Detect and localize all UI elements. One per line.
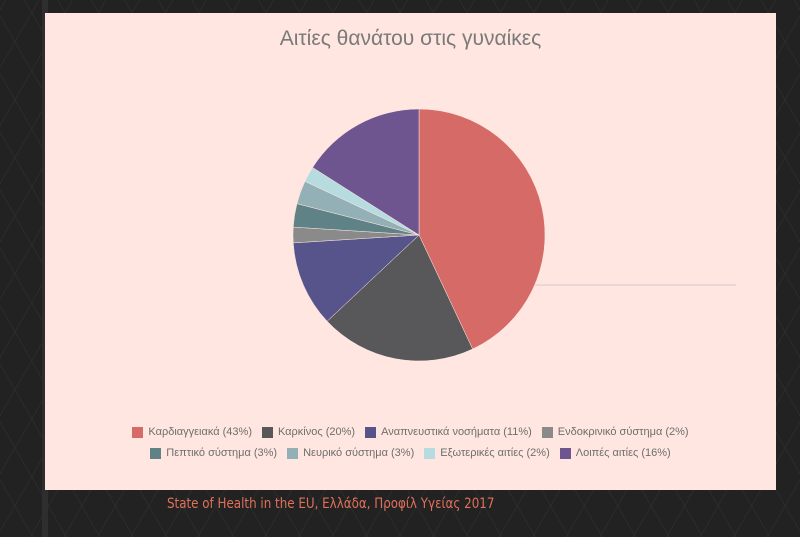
legend-item[interactable]: Καρκίνος (20%) — [261, 426, 356, 438]
source-caption: State of Health in the EU, Ελλάδα, Προφί… — [167, 496, 495, 512]
legend-swatch — [132, 426, 144, 438]
legend-item[interactable]: Καρδιαγγειακά (43%) — [132, 426, 252, 438]
legend-swatch — [261, 426, 273, 438]
legend-swatch — [424, 447, 436, 459]
legend-row-1: Καρδιαγγειακά (43%) Καρκίνος (20%) Αναπνευ… — [45, 426, 776, 438]
legend-label: Νευρικό σύστημα (3%) — [303, 447, 415, 459]
legend-item[interactable]: Πεπτικό σύστημα (3%) — [150, 447, 277, 459]
legend-label: Αναπνευστικά νοσήματα (11%) — [381, 426, 532, 438]
legend-label: Καρκίνος (20%) — [277, 426, 356, 438]
legend-label: Ενδοκρινικό σύστημα (2%) — [557, 426, 689, 438]
legend-swatch — [287, 447, 299, 459]
legend-label: Λοιπές αιτίες (16%) — [575, 447, 671, 459]
legend-item[interactable]: Νευρικό σύστημα (3%) — [287, 447, 414, 459]
legend-item[interactable]: Λοιπές αιτίες (16%) — [559, 447, 671, 459]
pie-slice[interactable] — [326, 234, 473, 362]
legend-label: Καρδιαγγειακά (43%) — [148, 426, 252, 438]
legend-row-2: Πεπτικό σύστημα (3%) Νευρικό σύστημα (3%)… — [45, 447, 776, 459]
pie-slice[interactable] — [312, 108, 420, 236]
legend-item[interactable]: Εξωτερικές αιτίες (2%) — [424, 447, 550, 459]
legend-swatch — [559, 447, 571, 459]
chart-title: Αιτίες θανάτου στις γυναίκες — [279, 27, 542, 50]
legend-swatch — [365, 426, 377, 438]
pie-slice[interactable] — [292, 234, 420, 322]
legend-label: Πεπτικό σύστημα (3%) — [166, 447, 278, 459]
pie-slice[interactable] — [418, 108, 546, 350]
legend-swatch — [541, 426, 553, 438]
pie-chart — [292, 108, 736, 362]
legend-swatch — [150, 447, 162, 459]
legend-label: Εξωτερικές αιτίες (2%) — [440, 447, 550, 459]
legend-item[interactable]: Αναπνευστικά νοσήματα (11%) — [365, 426, 532, 438]
legend-item[interactable]: Ενδοκρινικό σύστημα (2%) — [541, 426, 689, 438]
chart-card: Αιτίες θανάτου στις γυναίκες Καρδιαγγεια… — [45, 13, 776, 490]
